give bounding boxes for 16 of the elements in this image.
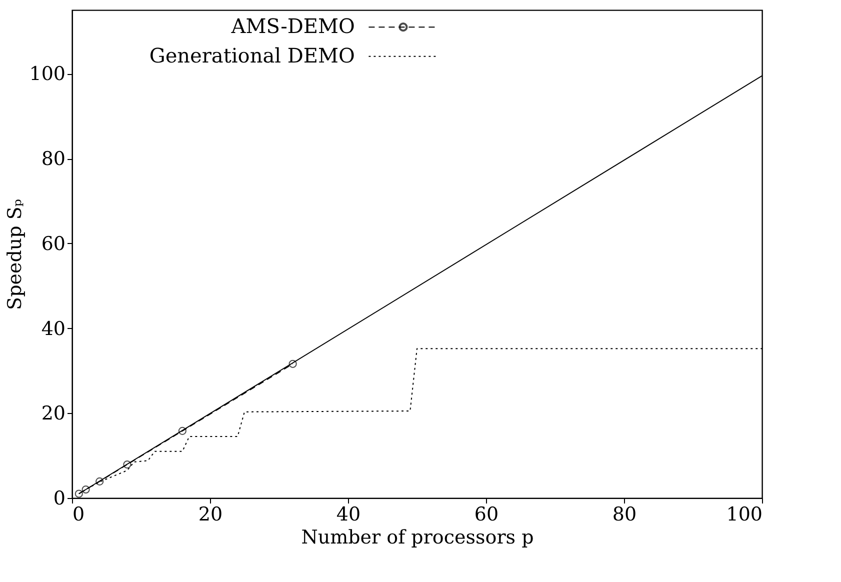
y-tick-label: 60 [41, 232, 66, 255]
x-axis-title: Number of processors p [301, 526, 534, 548]
y-tick-label: 80 [41, 148, 66, 170]
x-tick-label: 60 [474, 504, 499, 526]
y-tick-label: 40 [41, 318, 66, 340]
y-tick-label: 20 [41, 402, 66, 425]
y-tick-label: 100 [29, 63, 66, 86]
x-tick-label: 100 [726, 504, 762, 526]
legend-label: AMS-DEMO [230, 14, 355, 38]
y-tick-label: 0 [53, 488, 66, 510]
x-tick-label: 40 [336, 504, 361, 526]
x-tick-label: 20 [198, 504, 223, 526]
x-tick-label: 80 [612, 504, 637, 526]
y-axis-title: Speedup Sₚ [4, 198, 26, 310]
legend-label: Generational DEMO [149, 43, 355, 68]
x-tick-label: 0 [72, 504, 85, 526]
